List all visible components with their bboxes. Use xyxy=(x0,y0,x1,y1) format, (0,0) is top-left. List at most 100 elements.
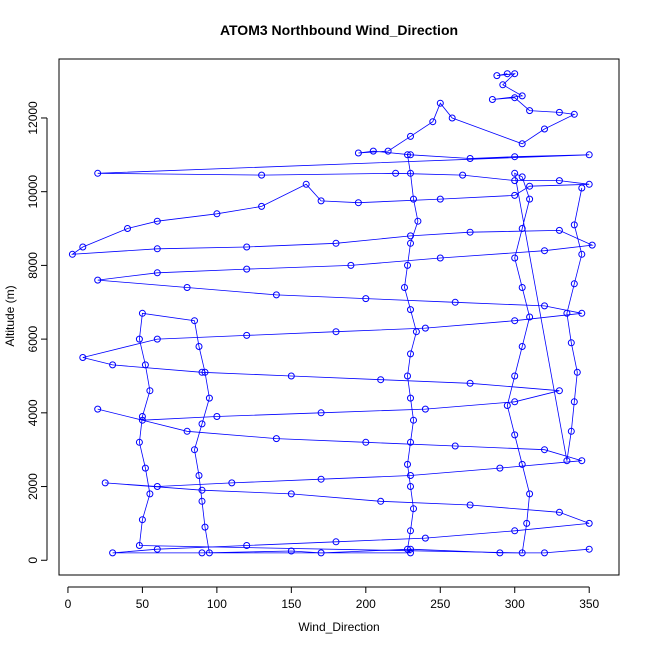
data-point xyxy=(347,261,355,269)
data-point xyxy=(79,243,87,251)
data-point xyxy=(287,372,295,380)
data-point xyxy=(511,317,519,325)
data-point xyxy=(451,442,459,450)
data-point xyxy=(466,228,474,236)
data-point xyxy=(578,250,586,258)
data-point xyxy=(466,501,474,509)
data-point xyxy=(332,538,340,546)
data-point xyxy=(503,70,511,78)
data-point xyxy=(94,405,102,413)
data-point xyxy=(138,413,146,420)
data-point xyxy=(555,108,563,116)
data-point xyxy=(578,184,586,192)
data-point xyxy=(68,250,76,258)
data-point xyxy=(466,155,474,162)
data-point xyxy=(407,306,414,314)
data-point xyxy=(198,549,206,557)
data-point xyxy=(421,324,429,332)
data-point xyxy=(407,472,414,479)
data-point xyxy=(258,202,266,210)
data-point xyxy=(421,534,429,542)
data-point xyxy=(541,549,548,557)
data-point xyxy=(555,226,563,234)
data-point xyxy=(410,195,417,203)
data-point xyxy=(228,479,236,487)
data-point xyxy=(404,460,411,468)
data-point xyxy=(511,153,519,161)
data-point xyxy=(198,420,206,428)
data-point xyxy=(135,438,143,446)
data-point xyxy=(511,177,519,185)
data-point xyxy=(362,295,370,303)
data-point xyxy=(205,394,213,402)
data-point xyxy=(205,549,213,557)
x-tick-label: 300 xyxy=(505,597,525,611)
data-point xyxy=(317,197,325,205)
data-point xyxy=(436,195,444,203)
data-point xyxy=(153,217,161,225)
data-point xyxy=(243,243,251,251)
data-point xyxy=(526,490,534,498)
data-point xyxy=(258,171,266,179)
data-point xyxy=(567,427,575,435)
data-point xyxy=(511,527,519,535)
x-axis-label: Wind_Direction xyxy=(298,620,379,634)
y-tick-label: 0 xyxy=(26,557,40,564)
data-point xyxy=(511,398,519,406)
data-point xyxy=(555,508,563,516)
y-axis-label: Altitude (m) xyxy=(3,285,17,346)
data-point xyxy=(511,191,519,199)
data-point xyxy=(407,438,414,446)
y-tick-label: 4000 xyxy=(26,399,40,426)
data-point xyxy=(243,265,251,273)
data-point xyxy=(272,435,280,443)
data-point xyxy=(213,210,221,218)
data-point xyxy=(578,457,586,465)
data-point xyxy=(518,549,526,557)
data-point xyxy=(384,147,392,155)
data-point xyxy=(109,549,117,557)
data-point xyxy=(518,284,526,291)
data-point xyxy=(404,372,411,380)
x-tick-label: 0 xyxy=(65,597,72,611)
data-point xyxy=(421,405,429,413)
data-point xyxy=(414,217,422,225)
data-point xyxy=(146,387,154,395)
y-tick-label: 12000 xyxy=(26,101,40,135)
data-point xyxy=(407,394,414,402)
data-point xyxy=(407,483,414,490)
data-point xyxy=(243,331,251,339)
data-point xyxy=(191,317,198,325)
data-point xyxy=(317,475,325,483)
data-point xyxy=(201,523,209,531)
data-point xyxy=(518,460,526,468)
series-line-1 xyxy=(71,73,594,554)
data-point xyxy=(153,269,161,277)
data-point xyxy=(407,527,414,535)
data-point xyxy=(141,464,149,472)
data-point xyxy=(124,225,131,232)
data-point xyxy=(213,413,221,420)
x-tick-label: 350 xyxy=(579,597,599,611)
data-point xyxy=(79,354,87,361)
data-point xyxy=(493,72,501,80)
data-point xyxy=(585,519,593,527)
data-point xyxy=(511,431,519,439)
x-tick-label: 100 xyxy=(207,597,227,611)
data-point xyxy=(407,169,414,177)
data-point xyxy=(332,239,340,247)
data-point xyxy=(436,99,444,107)
data-point xyxy=(448,114,456,122)
data-point xyxy=(585,545,593,553)
data-point xyxy=(511,94,519,102)
data-point xyxy=(377,497,385,505)
data-point xyxy=(518,140,526,148)
data-point xyxy=(94,276,102,284)
data-point xyxy=(243,542,251,549)
data-point xyxy=(392,169,400,177)
data-point xyxy=(302,180,310,188)
data-point xyxy=(570,398,578,406)
data-point xyxy=(183,284,191,291)
data-point xyxy=(198,497,206,505)
data-point xyxy=(153,245,161,253)
